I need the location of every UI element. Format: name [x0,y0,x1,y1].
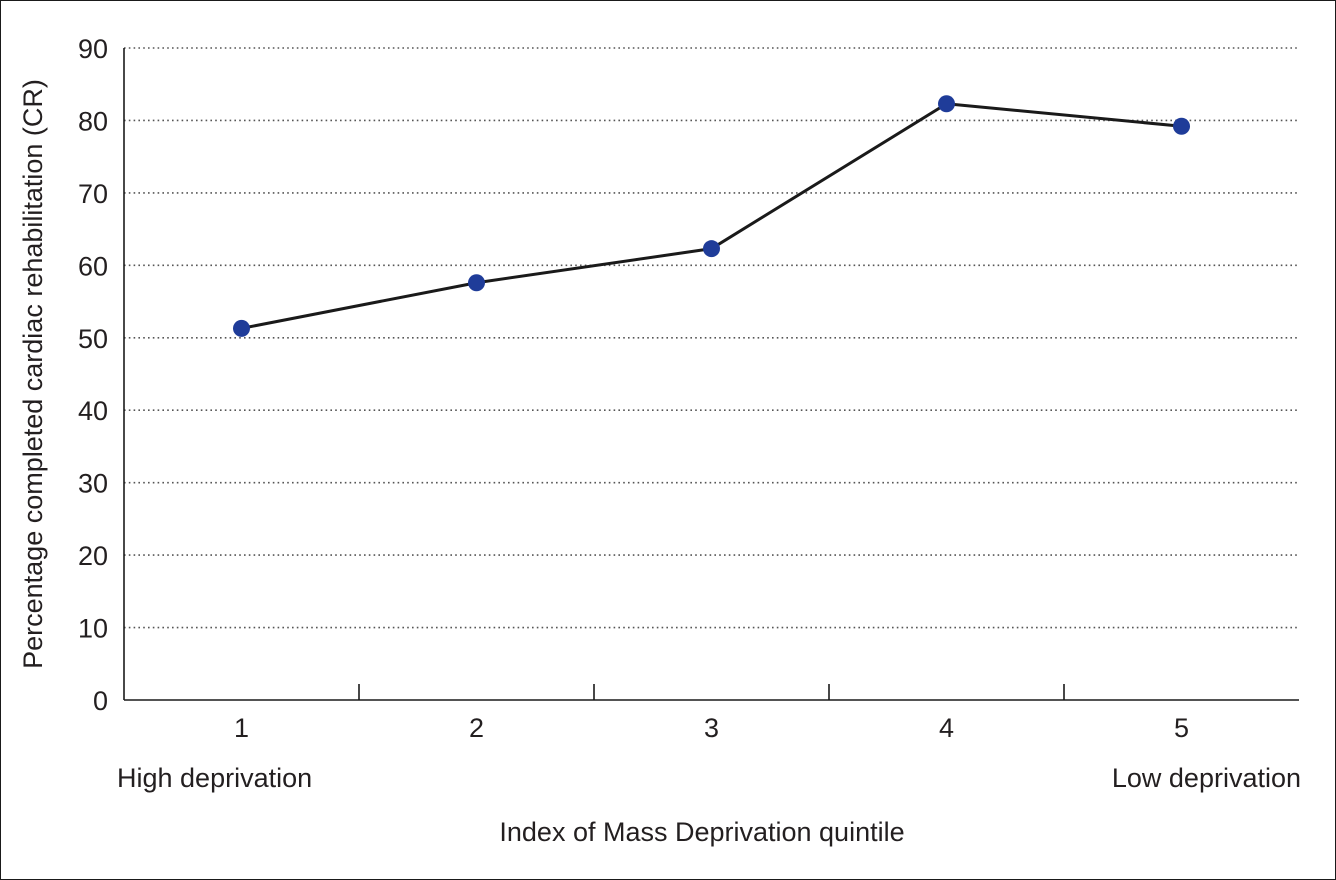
y-tick-label-90: 90 [78,34,108,64]
y-tick-label-80: 80 [78,106,108,136]
high-deprivation-note: High deprivation [117,763,312,793]
y-tick-label-30: 30 [78,469,108,499]
y-axis-tick-labels: 0 10 20 30 40 50 60 70 80 90 [78,34,108,716]
x-tick-label-2: 2 [469,713,484,743]
data-point-3 [703,240,720,258]
data-point-1 [233,319,250,337]
y-tick-label-70: 70 [78,179,108,209]
x-tick-label-5: 5 [1174,713,1189,743]
x-tick-label-1: 1 [234,713,249,743]
series-group [233,95,1190,337]
axes [123,48,1299,701]
y-tick-label-50: 50 [78,324,108,354]
x-axis-title: Index of Mass Deprivation quintile [499,817,904,847]
data-point-4 [938,95,955,113]
x-axis-ticks: 1 2 3 4 5 [234,684,1189,743]
x-tick-label-4: 4 [939,713,954,743]
data-point-2 [468,274,485,292]
series-line [241,102,1182,330]
y-tick-label-60: 60 [78,251,108,281]
y-tick-label-20: 20 [78,541,108,571]
y-axis-title: Percentage completed cardiac rehabilitat… [18,79,48,669]
y-tick-label-10: 10 [78,614,108,644]
x-tick-label-3: 3 [704,713,719,743]
low-deprivation-note: Low deprivation [1112,763,1301,793]
y-tick-label-0: 0 [93,686,108,716]
gridlines [124,47,1299,629]
data-point-5 [1173,117,1190,135]
y-tick-label-40: 40 [78,396,108,426]
